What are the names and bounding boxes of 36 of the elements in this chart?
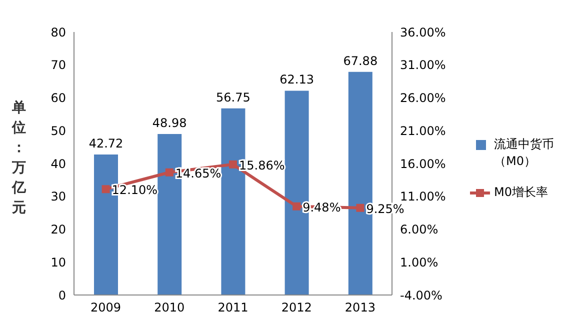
point <box>292 202 301 210</box>
y2-tick-label: 26.00% <box>400 91 446 106</box>
y2-tick-label: 16.00% <box>400 156 446 171</box>
y2-tick-label: 1.00% <box>400 255 438 270</box>
y-tick-label: 70 <box>50 58 66 72</box>
y2-tick-label: 36.00% <box>400 25 446 40</box>
y2-tick-label: 21.00% <box>400 124 446 138</box>
y-tick-label: 10 <box>50 255 66 270</box>
x-tick-label: 2012 <box>281 300 312 315</box>
y2-tick-label: 6.00% <box>400 222 438 237</box>
y-tick-label: 80 <box>50 25 66 40</box>
y2-tick-label: 31.00% <box>400 58 446 72</box>
y-tick-label: 20 <box>50 222 66 237</box>
y-tick-label: 50 <box>50 124 66 138</box>
x-tick-label: 2013 <box>344 300 376 315</box>
data-label: 67.88 <box>343 54 378 68</box>
data-label: 56.75 <box>216 90 250 104</box>
x-tick-label: 2011 <box>218 300 248 315</box>
y-axis-title: 单位：万亿元 <box>12 99 26 218</box>
point <box>102 185 110 194</box>
data-label: 48.98 <box>152 116 187 130</box>
y-tick-label: 40 <box>50 156 66 171</box>
x-tick-label: 2009 <box>90 300 122 315</box>
data-label: 42.72 <box>88 136 124 151</box>
point <box>356 204 364 212</box>
y-tick-label: 0 <box>58 288 66 302</box>
data-label: 62.13 <box>280 72 314 87</box>
y-tick-label: 60 <box>50 91 66 106</box>
legend-label: 流通中货币（M0） <box>494 136 555 170</box>
point <box>165 168 174 176</box>
legend-label: M0增长率 <box>494 184 549 201</box>
y2-tick-label: 11.00% <box>400 190 446 204</box>
point <box>229 160 237 168</box>
x-tick-label: 2010 <box>154 300 185 315</box>
y-tick-label: 30 <box>50 190 66 204</box>
y2-tick-label: -4.00% <box>400 288 442 302</box>
